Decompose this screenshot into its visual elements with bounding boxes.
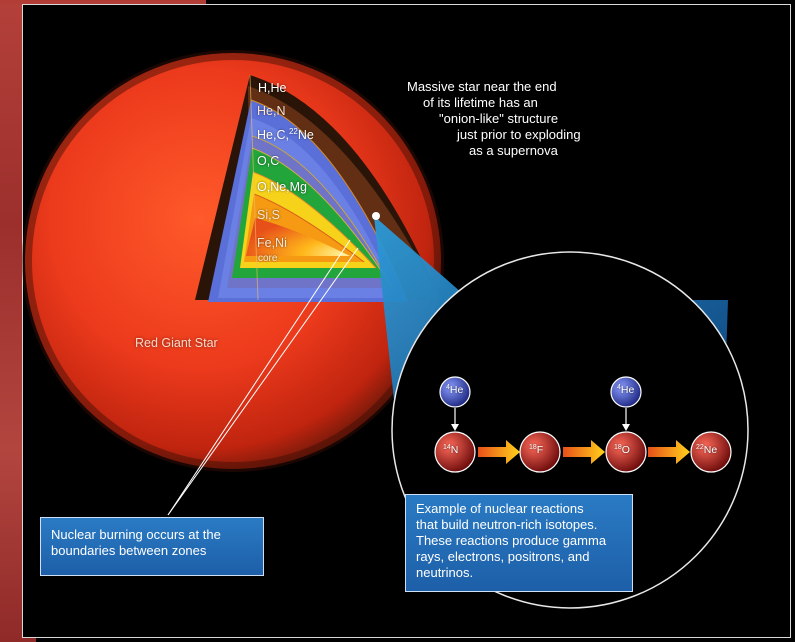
- description-line: as a supernova: [469, 143, 558, 158]
- description-line: just prior to exploding: [457, 127, 581, 142]
- reaction-arrow-3: [648, 440, 690, 464]
- callout-line: boundaries between zones: [51, 543, 207, 558]
- reactions-callout: Example of nuclear reactions that build …: [405, 494, 633, 592]
- zone-label-si-s: Si,S: [257, 208, 280, 222]
- description-line: of its lifetime has an: [423, 95, 538, 110]
- reaction-arrow-2: [563, 440, 605, 464]
- reaction-arrow-1: [478, 440, 520, 464]
- isotope-label-he4-2: 4He: [617, 384, 635, 396]
- helium-nucleus-1: [439, 376, 471, 408]
- description-line: "onion-like" structure: [439, 111, 559, 126]
- magnifier-origin-dot: [372, 212, 380, 220]
- nucleus-n14: [434, 431, 476, 473]
- isotope-label-o18: 18O: [614, 444, 630, 456]
- nucleus-ne22: [690, 431, 732, 473]
- callout-line: Nuclear burning occurs at the: [51, 527, 221, 542]
- zone-label-he-n: He,N: [257, 104, 286, 118]
- nucleus-o18: [605, 431, 647, 473]
- zone-label-o-ne-mg: O,Ne,Mg: [257, 180, 308, 194]
- red-giant-star-label: Red Giant Star: [135, 336, 218, 350]
- zone-label-o-c: O,C: [257, 154, 280, 168]
- star-limb: [22, 50, 444, 472]
- isotope-label-f18: 18F: [529, 444, 544, 456]
- zone-label-he-c-ne: He,C,22Ne: [257, 127, 314, 142]
- callout-line: that build neutron-rich isotopes.: [416, 517, 598, 532]
- star-description: Massive star near the end of its lifetim…: [405, 79, 635, 159]
- helium-nucleus-2: [610, 376, 642, 408]
- reaction-chain: [434, 376, 732, 473]
- burning-callout: Nuclear burning occurs at the boundaries…: [40, 517, 264, 576]
- isotope-label-ne22: 22Ne: [696, 444, 718, 456]
- nucleus-f18: [519, 431, 561, 473]
- callout-line: rays, electrons, positrons, and: [416, 549, 590, 564]
- he-arrow-2: [622, 424, 630, 431]
- callout-line: These reactions produce gamma: [416, 533, 607, 548]
- callout-line: Example of nuclear reactions: [416, 501, 584, 516]
- isotope-label-n14: 14N: [443, 444, 459, 456]
- description-line: Massive star near the end: [407, 79, 557, 94]
- zone-label-h-he: H,He: [258, 81, 287, 95]
- he-arrow-1: [451, 424, 459, 431]
- zone-fe-ni-core: [246, 218, 350, 256]
- zone-label-core: core: [258, 253, 278, 264]
- background-top-strip: [0, 0, 206, 4]
- isotope-label-he4-1: 4He: [446, 384, 464, 396]
- zone-label-fe-ni: Fe,Ni: [257, 236, 287, 250]
- callout-line: neutrinos.: [416, 565, 474, 580]
